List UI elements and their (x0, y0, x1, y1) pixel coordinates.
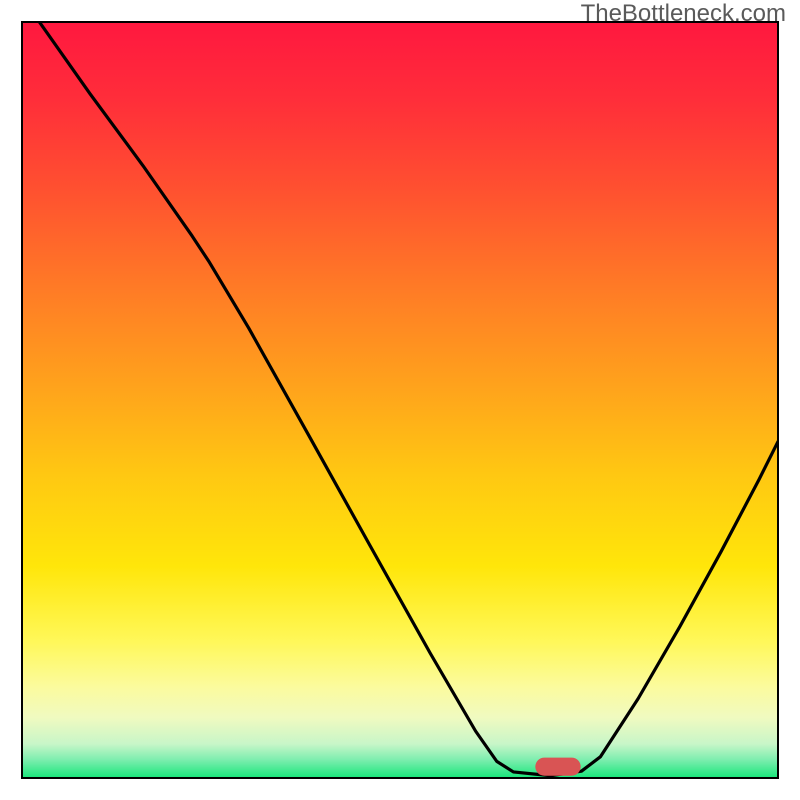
plot-background (22, 22, 778, 778)
watermark-label: TheBottleneck.com (581, 0, 786, 28)
chart-root: TheBottleneck.com (0, 0, 800, 800)
optimal-point-marker (535, 758, 580, 776)
bottleneck-chart (0, 0, 800, 800)
